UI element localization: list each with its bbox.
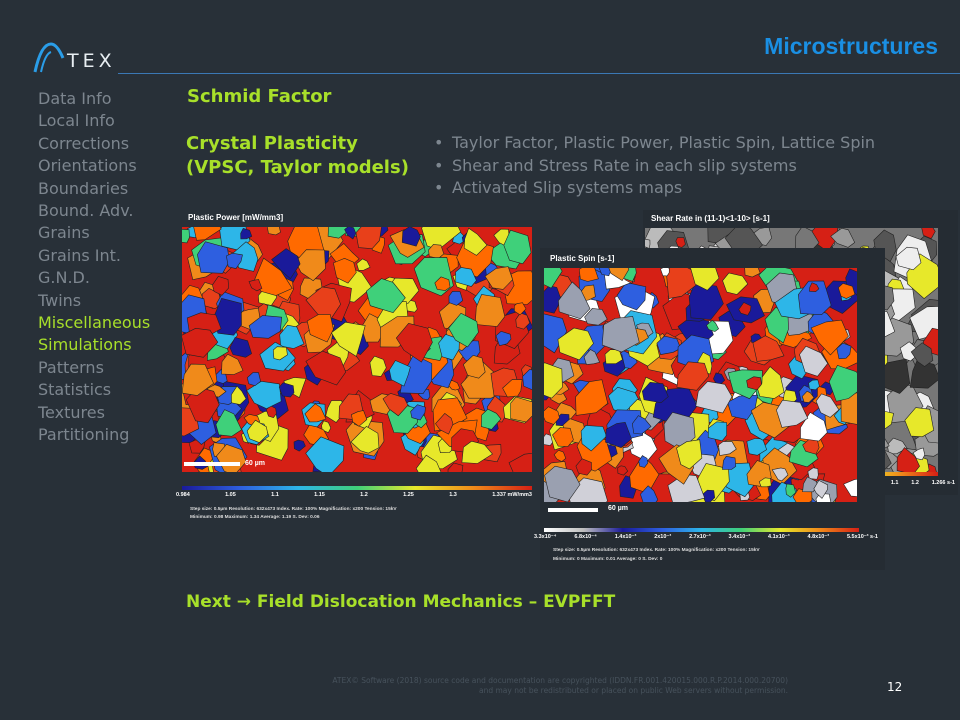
- stats-line-1: Step size: 0.5µm Resolution: 632x473 Ind…: [190, 507, 397, 512]
- sidebar-item-grains[interactable]: Grains: [38, 223, 90, 243]
- sidebar-item-simulations[interactable]: Simulations: [38, 335, 132, 355]
- legend-tick-label: 1.3: [449, 492, 457, 498]
- legend-ticks: 0.984 1.05 1.1 1.15 1.2 1.25 1.3 1.337 mW/mm3: [176, 492, 532, 498]
- cp-heading-line2: (VPSC, Taylor models): [186, 157, 409, 178]
- plastic-spin-map: [544, 268, 857, 502]
- legend-tick-label: 1.266 s-1: [931, 480, 955, 486]
- legend-tick-label: 1.337 mW/mm3: [492, 492, 532, 498]
- scale-bar-label: 60 µm: [245, 460, 265, 467]
- next-topic-link[interactable]: Next → Field Dislocation Mechanics – EVP…: [186, 592, 616, 612]
- sidebar-item-orientations[interactable]: Orientations: [38, 156, 137, 176]
- legend-tick-label: 1.4x10⁻³: [614, 534, 637, 540]
- legend-tick-label: 1.25: [403, 492, 414, 498]
- legend-tick-label: 6.8x10⁻⁴: [574, 534, 597, 540]
- plastic-power-figure: Plastic Power [mW/mm3] 60 µm 0.984 1.05 1.…: [172, 205, 534, 530]
- legend-tick-label: 3.4x10⁻³: [728, 534, 751, 540]
- sidebar-nav: Data Info Local Info Corrections Orientatio…: [38, 88, 150, 447]
- copyright-line-1: ATEX© Software (2018) source code and do…: [332, 676, 788, 685]
- sidebar-item-textures[interactable]: Textures: [38, 402, 105, 422]
- figure-title: Shear Rate in (11-1)<1-10> [s-1]: [651, 214, 770, 223]
- legend-tick-label: 4.8x10⁻³: [807, 534, 830, 540]
- header-divider: [118, 73, 960, 74]
- sidebar-item-local-info[interactable]: Local Info: [38, 111, 115, 131]
- page-title: Microstructures: [764, 33, 938, 59]
- legend-tick-label: 2x10⁻³: [654, 534, 672, 540]
- legend-tick-label: 3.3x10⁻⁴: [534, 534, 557, 540]
- sidebar-item-statistics[interactable]: Statistics: [38, 380, 112, 400]
- stats-line-2: Minimum: 0.98 Maximum: 1.34 Average: 1.1…: [190, 515, 320, 520]
- sidebar-item-grains-int[interactable]: Grains Int.: [38, 245, 122, 265]
- sidebar-item-partitioning[interactable]: Partitioning: [38, 425, 130, 445]
- page-number: 12: [887, 680, 903, 694]
- legend-tick-label: 1.05: [225, 492, 236, 498]
- bullet-item: Shear and Stress Rate in each slip syste…: [434, 155, 875, 178]
- legend-tick-label: 2.7x10⁻³: [689, 534, 711, 540]
- stats-line-2: Minimum: 0 Maximum: 0.01 Average: 0 S. D…: [553, 557, 663, 562]
- copyright-line-2: and may not be redistributed or placed o…: [479, 686, 788, 695]
- bullet-item: Activated Slip systems maps: [434, 177, 875, 200]
- sidebar-item-patterns[interactable]: Patterns: [38, 357, 104, 377]
- legend-tick-label: 1.1: [890, 480, 899, 486]
- bullet-item: Taylor Factor, Plastic Power, Plastic Sp…: [434, 132, 875, 155]
- copyright-notice: ATEX© Software (2018) source code and do…: [240, 676, 788, 696]
- sidebar-item-data-info[interactable]: Data Info: [38, 89, 112, 108]
- figure-title: Plastic Power [mW/mm3]: [188, 213, 284, 222]
- legend-tick-label: 4.1x10⁻³: [768, 534, 790, 540]
- sidebar-item-bound-adv[interactable]: Bound. Adv.: [38, 201, 134, 221]
- scale-bar: [548, 508, 598, 512]
- sidebar-item-g-n-d[interactable]: G.N.D.: [38, 268, 90, 288]
- color-legend-bar: [863, 472, 938, 476]
- sidebar-item-twins[interactable]: Twins: [38, 290, 82, 310]
- legend-tick-label: 1.2: [911, 480, 919, 486]
- sidebar-item-miscellaneous[interactable]: Miscellaneous: [38, 313, 151, 333]
- plastic-spin-figure: Plastic Spin [s-1] 60 µm 3.3x10⁻⁴ 6.8x10⁻…: [534, 248, 885, 570]
- legend-tick-label: 1.2: [360, 492, 368, 498]
- logo-arc-icon: [33, 42, 65, 73]
- feature-bullets: Taylor Factor, Plastic Power, Plastic Sp…: [434, 132, 875, 200]
- sidebar-item-corrections[interactable]: Corrections: [38, 133, 130, 153]
- scale-bar-label: 60 µm: [608, 505, 628, 512]
- legend-tick-label: 1.1: [271, 492, 279, 498]
- legend-ticks: 11.11.21.266 s-1: [875, 480, 955, 486]
- legend-ticks: 3.3x10⁻⁴ 6.8x10⁻⁴ 1.4x10⁻³ 2x10⁻³ 2.7x10⁻³ 3.…: [534, 534, 878, 540]
- scale-bar: [184, 462, 240, 466]
- legend-tick-label: 5.5x10⁻³ s-1: [846, 534, 878, 540]
- legend-tick-label: 0.984: [176, 492, 190, 498]
- crystal-plasticity-heading[interactable]: Crystal Plasticity (VPSC, Taylor models): [186, 132, 409, 180]
- figure-title: Plastic Spin [s-1]: [550, 254, 615, 263]
- stats-line-1: Step size: 0.5µm Resolution: 632x473 Ind…: [553, 548, 760, 553]
- sidebar-item-boundaries[interactable]: Boundaries: [38, 178, 129, 198]
- legend-tick-label: 1.15: [314, 492, 325, 498]
- schmid-factor-heading[interactable]: Schmid Factor: [187, 86, 332, 107]
- cp-heading-line1: Crystal Plasticity: [186, 133, 358, 154]
- plastic-power-map: [182, 227, 532, 472]
- logo-text: TEX: [67, 50, 116, 72]
- color-legend-bar: [182, 486, 532, 490]
- color-legend-bar: [544, 528, 859, 532]
- atex-logo: TEX: [33, 40, 133, 74]
